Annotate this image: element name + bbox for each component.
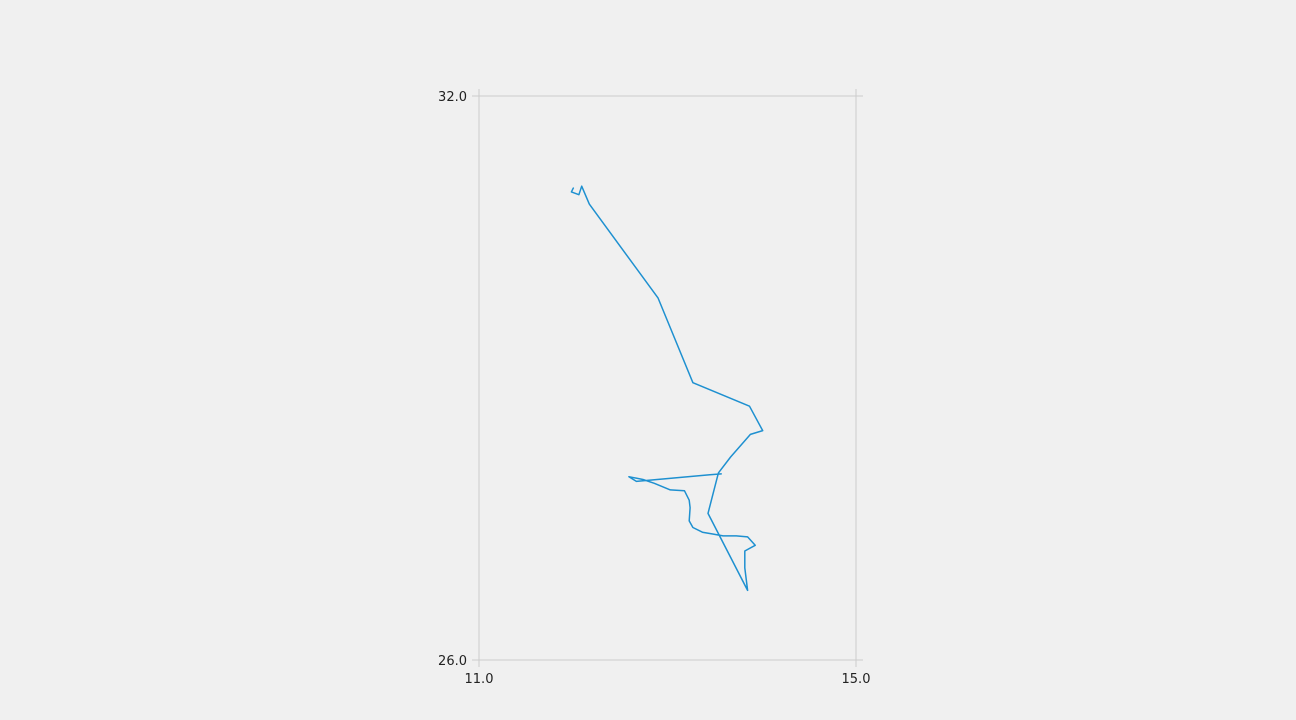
x-tick-label-right: 15.0 <box>842 672 871 687</box>
plot-frame <box>472 89 863 667</box>
series-line <box>570 185 764 592</box>
x-tick-label-left: 11.0 <box>465 672 494 687</box>
y-tick-label-top: 32.0 <box>438 90 467 105</box>
y-tick-label-bottom: 26.0 <box>438 654 467 669</box>
